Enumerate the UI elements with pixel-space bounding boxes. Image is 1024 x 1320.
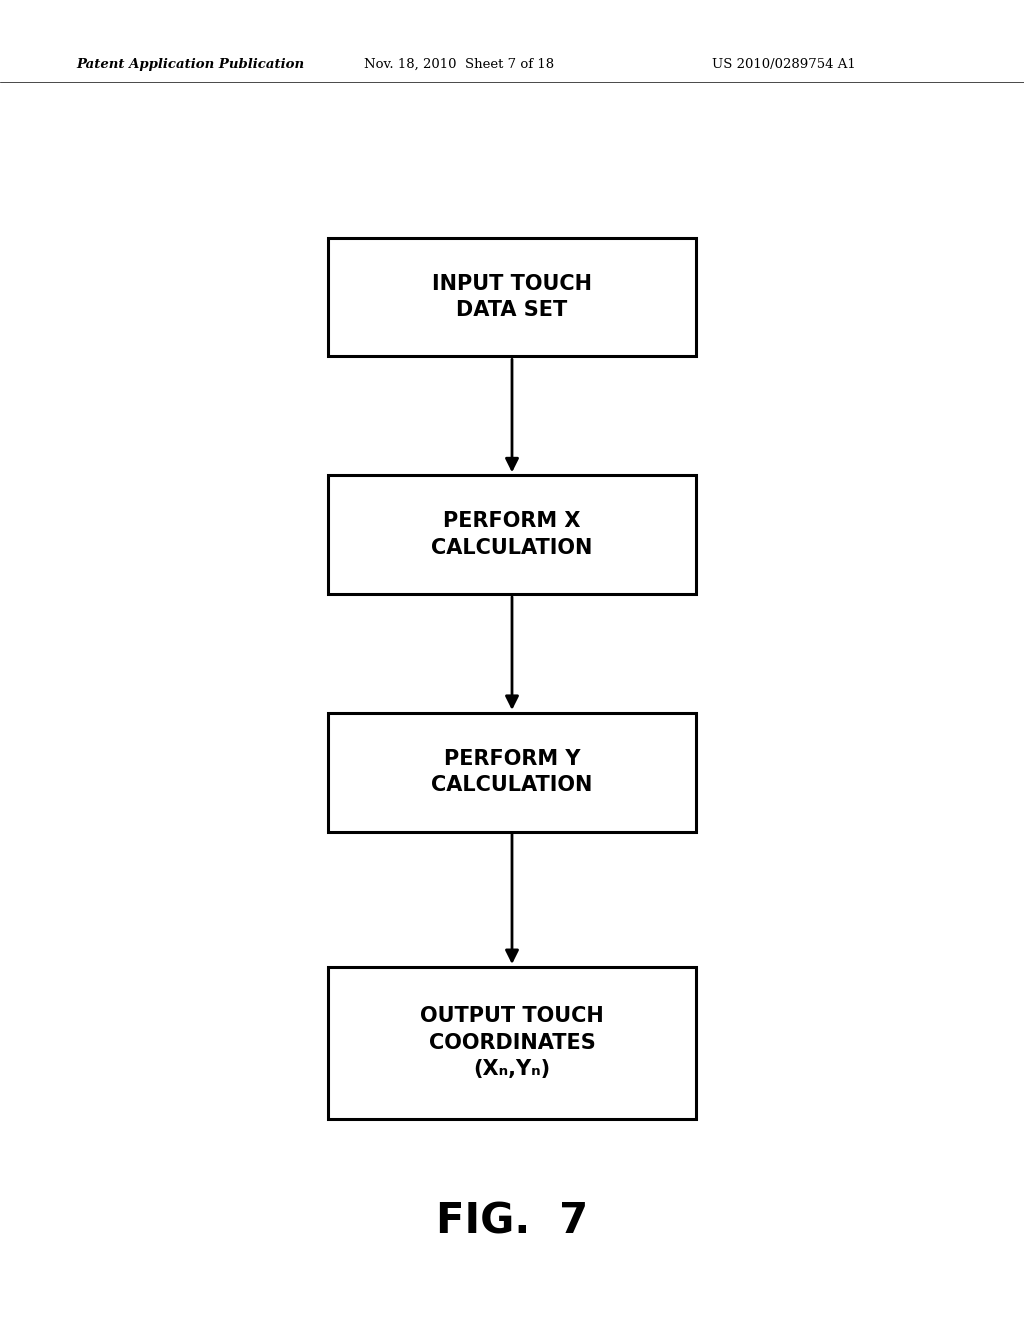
Text: PERFORM Y
CALCULATION: PERFORM Y CALCULATION <box>431 748 593 796</box>
Text: INPUT TOUCH
DATA SET: INPUT TOUCH DATA SET <box>432 273 592 321</box>
Text: OUTPUT TOUCH
COORDINATES
(Xₙ,Yₙ): OUTPUT TOUCH COORDINATES (Xₙ,Yₙ) <box>420 1006 604 1080</box>
FancyBboxPatch shape <box>328 713 696 832</box>
Text: Patent Application Publication: Patent Application Publication <box>77 58 305 71</box>
FancyBboxPatch shape <box>328 238 696 356</box>
Text: Nov. 18, 2010  Sheet 7 of 18: Nov. 18, 2010 Sheet 7 of 18 <box>364 58 554 71</box>
FancyBboxPatch shape <box>328 966 696 1119</box>
Text: FIG.  7: FIG. 7 <box>436 1200 588 1242</box>
Text: PERFORM X
CALCULATION: PERFORM X CALCULATION <box>431 511 593 558</box>
FancyBboxPatch shape <box>328 475 696 594</box>
Text: US 2010/0289754 A1: US 2010/0289754 A1 <box>712 58 855 71</box>
